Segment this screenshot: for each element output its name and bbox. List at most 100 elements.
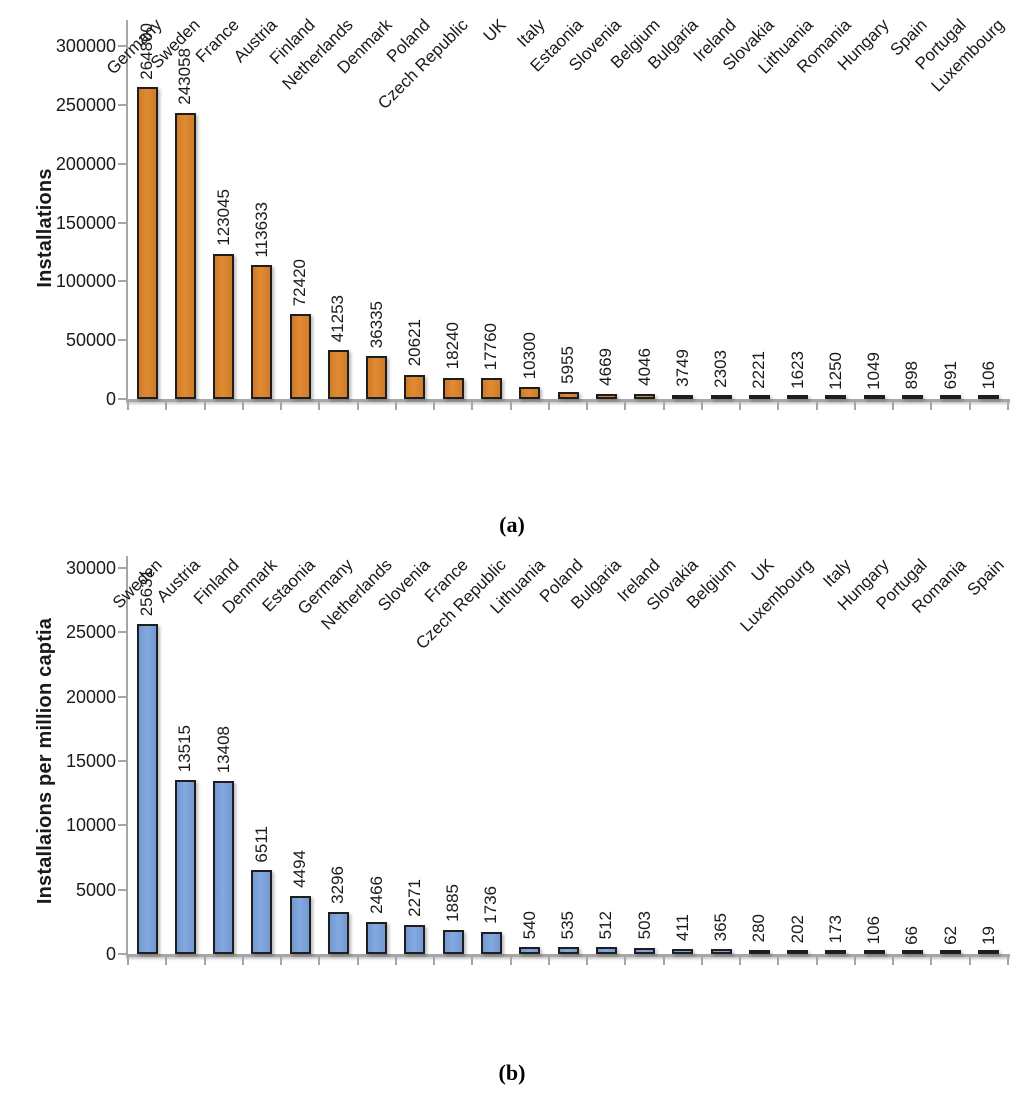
y-axis-tick-label: 25000 xyxy=(65,622,116,643)
bar-portugal xyxy=(940,395,962,399)
bar-italy xyxy=(519,386,541,399)
x-axis-tick xyxy=(1007,402,1009,410)
bar-value-label: 411 xyxy=(672,913,692,941)
bar-uk xyxy=(480,378,502,399)
x-axis-tick xyxy=(471,957,474,965)
bar-value-label: 535 xyxy=(558,910,577,940)
bar-poland xyxy=(404,374,426,399)
chart-a-caption: (a) xyxy=(499,512,525,537)
bar-value-label: 6511 xyxy=(251,825,271,863)
x-axis-tick xyxy=(203,402,206,410)
bar-value-label: 202 xyxy=(787,915,807,944)
y-axis-tick-label: 150000 xyxy=(55,212,116,233)
x-axis-tick xyxy=(547,957,550,965)
x-axis-tick xyxy=(662,402,665,410)
bar-austria xyxy=(174,780,196,954)
bar-bulgaria xyxy=(595,947,617,954)
x-axis-line xyxy=(126,399,1010,402)
bar-germany xyxy=(327,911,349,954)
bar-value-label: 898 xyxy=(902,361,922,390)
x-axis-tick xyxy=(127,402,129,410)
bar-ireland xyxy=(634,947,656,954)
bar-luxembourg xyxy=(978,395,1000,399)
y-axis-tick-label: 100000 xyxy=(55,271,116,292)
y-axis-tick xyxy=(118,695,126,698)
bar-italy xyxy=(825,950,847,954)
x-axis-tick xyxy=(815,957,818,965)
bar-czech-republic xyxy=(480,931,502,954)
bar-value-label: 503 xyxy=(634,911,654,940)
y-axis-tick xyxy=(118,567,126,569)
bar-value-label: 280 xyxy=(749,914,769,943)
x-axis-tick xyxy=(624,402,627,410)
bar-value-label: 106 xyxy=(978,361,998,390)
chart-b-caption: (b) xyxy=(498,1060,526,1085)
bar-austria xyxy=(251,265,273,399)
bar-value-label: 41253 xyxy=(328,295,348,343)
bar-czech-republic xyxy=(442,377,464,399)
bar-value-label: 36335 xyxy=(366,300,386,349)
bar-slovakia xyxy=(748,395,770,399)
y-axis-tick xyxy=(118,162,126,165)
y-axis-line xyxy=(126,20,128,401)
x-axis-tick xyxy=(1007,957,1009,965)
bar-value-label: 3296 xyxy=(328,865,348,904)
bar-netherlands xyxy=(327,350,349,399)
x-axis-tick xyxy=(509,957,512,965)
y-axis-line xyxy=(126,556,128,956)
bar-estaonia xyxy=(557,392,579,399)
bar-value-label: 365 xyxy=(711,912,731,942)
bar-value-label: 173 xyxy=(825,915,845,944)
bar-value-label: 2221 xyxy=(749,350,769,389)
bar-denmark xyxy=(251,870,273,954)
bar-slovenia xyxy=(404,924,426,954)
bar-value-label: 512 xyxy=(596,911,616,940)
chart-a-x-axis-labels: Germany Sweden France Austria Finland Netherl… xyxy=(103,6,1008,118)
x-axis-tick xyxy=(280,402,283,410)
bar-value-label: 2466 xyxy=(366,876,386,915)
x-axis-tick xyxy=(165,957,168,965)
bar-slovakia xyxy=(672,948,694,954)
y-axis-tick xyxy=(118,888,126,891)
bar-value-label: 13408 xyxy=(213,726,233,774)
y-axis-tick-label: 20000 xyxy=(65,686,116,707)
bar-value-label: 66 xyxy=(902,925,922,945)
y-axis-tick xyxy=(118,631,126,634)
bar-value-label: 1250 xyxy=(825,351,845,390)
bar-value-label: 1885 xyxy=(443,883,463,922)
y-axis-tick xyxy=(118,398,126,400)
chart-b-plot-area: 0 5000 10000 15000 20000 25000 30000 25631 13515… xyxy=(66,556,1010,965)
bar-value-label: 1049 xyxy=(864,351,884,390)
bar-value-label: 106 xyxy=(864,916,884,945)
bar-bulgaria xyxy=(672,394,694,399)
bar-sweden xyxy=(174,113,196,399)
chart-b-installations-per-million-capita: Installaions per million captia 0 5000 100… xyxy=(0,546,1024,1106)
bar-spain xyxy=(901,395,923,399)
x-axis-tick xyxy=(777,402,780,410)
bar-value-label: 62 xyxy=(940,925,960,945)
bar-netherlands xyxy=(366,922,388,954)
y-axis-tick-label: 0 xyxy=(105,389,116,409)
x-axis-tick xyxy=(968,402,971,410)
bar-finland xyxy=(213,781,235,954)
bar-finland xyxy=(289,313,311,399)
bar-romania xyxy=(940,950,962,954)
y-axis-tick xyxy=(118,824,126,827)
x-axis-tick xyxy=(127,957,129,965)
bar-hungary xyxy=(863,395,885,399)
y-axis-tick-label: 30000 xyxy=(65,558,116,578)
y-axis-tick xyxy=(118,339,126,342)
y-axis-tick-label: 0 xyxy=(105,944,116,964)
bar-value-label: 4046 xyxy=(634,348,654,387)
x-axis-tick xyxy=(356,402,359,410)
x-axis-tick xyxy=(318,402,321,410)
bar-lithuania xyxy=(519,947,541,954)
x-axis-tick xyxy=(203,957,206,965)
bar-slovenia xyxy=(595,393,617,399)
x-axis-tick xyxy=(700,402,703,410)
bar-value-label: 113633 xyxy=(251,201,271,258)
y-axis-tick xyxy=(118,103,126,106)
bar-spain xyxy=(978,950,1000,954)
x-axis-tick xyxy=(930,402,933,410)
bar-value-label: 4494 xyxy=(290,850,310,889)
